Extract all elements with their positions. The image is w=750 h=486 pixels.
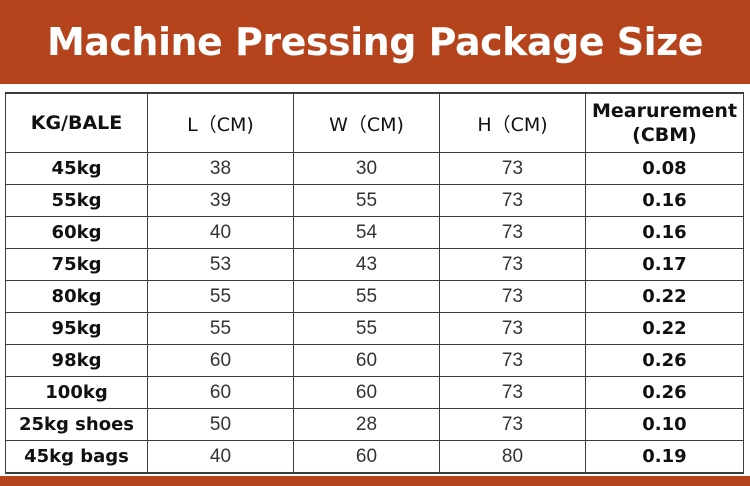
cell-width: 54 (293, 216, 440, 249)
table-row: 100kg 60 60 73 0.26 (5, 376, 744, 409)
cell-measurement: 0.22 (585, 280, 744, 313)
cell-height: 73 (439, 216, 586, 249)
cell-measurement: 0.16 (585, 216, 744, 249)
cell-width: 60 (293, 344, 440, 377)
cell-width: 55 (293, 280, 440, 313)
cell-length: 40 (147, 440, 294, 474)
header-height: H（CM) (439, 92, 586, 153)
cell-width: 55 (293, 312, 440, 345)
cell-length: 55 (147, 280, 294, 313)
cell-width: 60 (293, 376, 440, 409)
cell-width: 60 (293, 440, 440, 474)
bottom-accent-bar (0, 476, 750, 486)
package-size-table: KG/BALE L（CM) W（CM) H（CM) Mearurement (C… (5, 92, 744, 474)
cell-height: 73 (439, 152, 586, 185)
cell-width: 43 (293, 248, 440, 281)
cell-height: 73 (439, 184, 586, 217)
cell-height: 80 (439, 440, 586, 474)
cell-measurement: 0.19 (585, 440, 744, 474)
table-row: 25kg shoes 50 28 73 0.10 (5, 408, 744, 441)
cell-height: 73 (439, 376, 586, 409)
cell-height: 73 (439, 248, 586, 281)
header-length: L（CM) (147, 92, 294, 153)
cell-length: 55 (147, 312, 294, 345)
table-row: 95kg 55 55 73 0.22 (5, 312, 744, 345)
table-row: 45kg 38 30 73 0.08 (5, 152, 744, 185)
table-row: 75kg 53 43 73 0.17 (5, 248, 744, 281)
cell-length: 60 (147, 344, 294, 377)
cell-measurement: 0.26 (585, 376, 744, 409)
cell-width: 28 (293, 408, 440, 441)
cell-height: 73 (439, 344, 586, 377)
table-row: 45kg bags 40 60 80 0.19 (5, 440, 744, 474)
cell-width: 30 (293, 152, 440, 185)
cell-kg-bale: 60kg (5, 216, 148, 249)
cell-measurement: 0.10 (585, 408, 744, 441)
header-measurement-line1: Mearurement (591, 100, 738, 122)
cell-length: 60 (147, 376, 294, 409)
page-title: Machine Pressing Package Size (46, 20, 704, 64)
cell-height: 73 (439, 280, 586, 313)
cell-measurement: 0.26 (585, 344, 744, 377)
cell-measurement: 0.08 (585, 152, 744, 185)
cell-length: 40 (147, 216, 294, 249)
cell-kg-bale: 100kg (5, 376, 148, 409)
table-body: 45kg 38 30 73 0.08 55kg 39 55 73 0.16 60kg 40 54 73 0.… (5, 152, 744, 474)
header-measurement-line2: (CBM) (632, 124, 697, 146)
cell-width: 55 (293, 184, 440, 217)
cell-kg-bale: 95kg (5, 312, 148, 345)
table-row: 80kg 55 55 73 0.22 (5, 280, 744, 313)
cell-height: 73 (439, 408, 586, 441)
table-row: 55kg 39 55 73 0.16 (5, 184, 744, 217)
cell-kg-bale: 45kg (5, 152, 148, 185)
cell-kg-bale: 55kg (5, 184, 148, 217)
cell-length: 38 (147, 152, 294, 185)
cell-kg-bale: 75kg (5, 248, 148, 281)
table-row: 98kg 60 60 73 0.26 (5, 344, 744, 377)
cell-kg-bale: 25kg shoes (5, 408, 148, 441)
title-banner: Machine Pressing Package Size (0, 0, 750, 84)
cell-length: 53 (147, 248, 294, 281)
cell-measurement: 0.16 (585, 184, 744, 217)
cell-kg-bale: 45kg bags (5, 440, 148, 474)
cell-height: 73 (439, 312, 586, 345)
header-measurement: Mearurement (CBM) (585, 92, 744, 153)
cell-measurement: 0.17 (585, 248, 744, 281)
table-row: 60kg 40 54 73 0.16 (5, 216, 744, 249)
cell-kg-bale: 98kg (5, 344, 148, 377)
header-width: W（CM) (293, 92, 440, 153)
package-size-table-container: KG/BALE L（CM) W（CM) H（CM) Mearurement (C… (5, 92, 744, 474)
cell-measurement: 0.22 (585, 312, 744, 345)
table-header-row: KG/BALE L（CM) W（CM) H（CM) Mearurement (C… (5, 92, 744, 153)
cell-length: 50 (147, 408, 294, 441)
header-kg-bale: KG/BALE (5, 92, 148, 153)
cell-kg-bale: 80kg (5, 280, 148, 313)
cell-length: 39 (147, 184, 294, 217)
